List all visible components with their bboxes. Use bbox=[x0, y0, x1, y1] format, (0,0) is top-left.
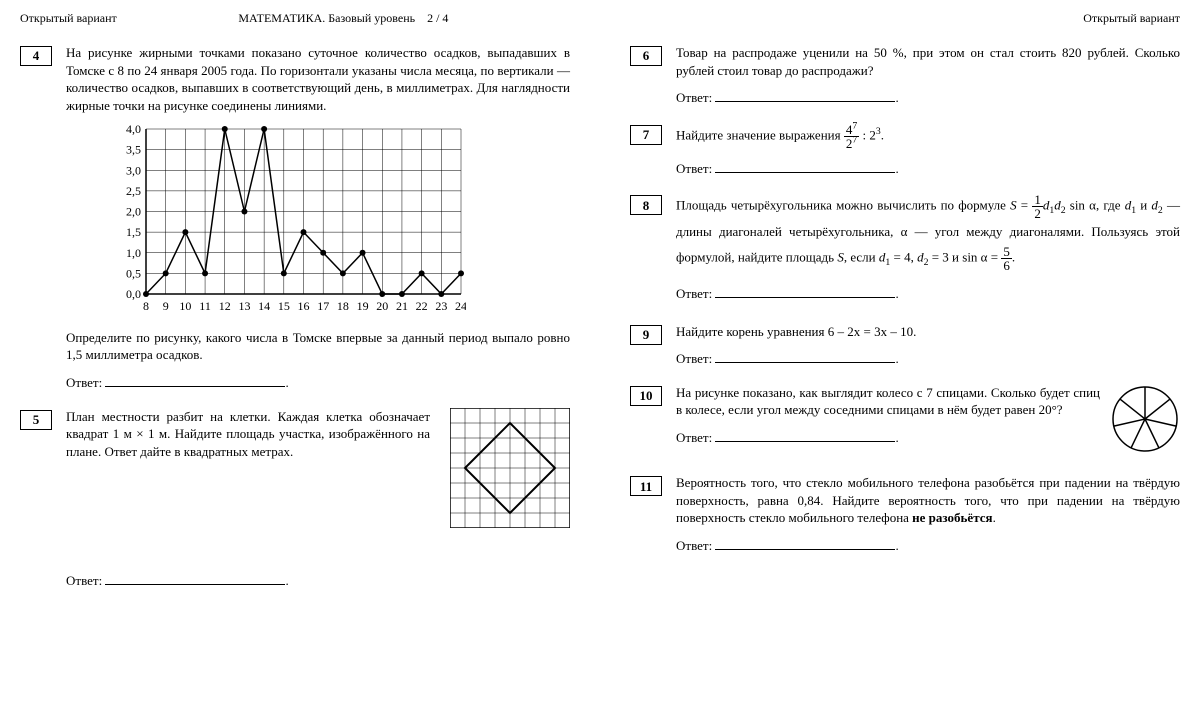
answer-line[interactable]: Ответ: . bbox=[676, 89, 1180, 107]
hdr-left: Открытый вариант bbox=[20, 10, 117, 26]
svg-text:14: 14 bbox=[258, 299, 270, 313]
task-4: 4 На рисунке жирными точками показано су… bbox=[20, 44, 570, 391]
svg-text:3,5: 3,5 bbox=[126, 143, 141, 157]
equation: 6 – 2x = 3x – 10. bbox=[828, 324, 917, 339]
svg-text:12: 12 bbox=[219, 299, 231, 313]
task-number: 8 bbox=[630, 195, 662, 215]
task-8: 8 Площадь четырёхугольника можно вычисли… bbox=[630, 193, 1180, 306]
task-text: На рисунке жирными точками показано суто… bbox=[66, 44, 570, 114]
task-number: 7 bbox=[630, 125, 662, 145]
task-number: 4 bbox=[20, 46, 52, 66]
wheel-diagram bbox=[1110, 384, 1180, 459]
svg-text:19: 19 bbox=[357, 299, 369, 313]
svg-text:11: 11 bbox=[199, 299, 211, 313]
answer-line[interactable]: Ответ: . bbox=[66, 572, 570, 590]
svg-text:23: 23 bbox=[435, 299, 447, 313]
svg-text:21: 21 bbox=[396, 299, 408, 313]
task-5: 5 План местности разбит на клетки. Кажда… bbox=[20, 408, 570, 590]
task-10: 10 На рисунке показано, как выглядит кол… bbox=[630, 384, 1180, 459]
task-text: План местности разбит на клетки. Каждая … bbox=[66, 408, 430, 461]
fraction: 47 27 bbox=[844, 123, 859, 150]
precipitation-chart: 4,0 3,5 3,0 2,5 2,0 1,5 1,0 0,5 0,089 10 11 12 13 14 1… bbox=[106, 124, 570, 319]
svg-text:2,5: 2,5 bbox=[126, 184, 141, 198]
svg-text:15: 15 bbox=[278, 299, 290, 313]
task-text: Найдите значение выражения bbox=[676, 127, 844, 142]
svg-text:0,5: 0,5 bbox=[126, 267, 141, 281]
task-number: 6 bbox=[630, 46, 662, 66]
task-number: 5 bbox=[20, 410, 52, 430]
task-number: 9 bbox=[630, 325, 662, 345]
answer-line[interactable]: Ответ: . bbox=[676, 350, 1180, 368]
task-7: 7 Найдите значение выражения 47 27 : 23.… bbox=[630, 123, 1180, 178]
hdr-page: 2 / 4 bbox=[427, 11, 448, 25]
svg-text:4,0: 4,0 bbox=[126, 124, 141, 136]
svg-text:16: 16 bbox=[298, 299, 310, 313]
svg-text:3,0: 3,0 bbox=[126, 164, 141, 178]
page-header-right: Открытый вариант bbox=[630, 10, 1180, 26]
svg-text:20: 20 bbox=[376, 299, 388, 313]
task-question: Определите по рисунку, какого числа в То… bbox=[66, 329, 570, 364]
page-header-left: Открытый вариант МАТЕМАТИКА. Базовый уро… bbox=[20, 10, 570, 26]
svg-text:17: 17 bbox=[317, 299, 329, 313]
svg-text:10: 10 bbox=[179, 299, 191, 313]
svg-text:9: 9 bbox=[163, 299, 169, 313]
svg-text:18: 18 bbox=[337, 299, 349, 313]
task-11: 11 Вероятность того, что стекло мобильно… bbox=[630, 474, 1180, 554]
task-9: 9 Найдите корень уравнения 6 – 2x = 3x –… bbox=[630, 323, 1180, 368]
task-number: 11 bbox=[630, 476, 662, 496]
svg-text:2,0: 2,0 bbox=[126, 205, 141, 219]
task-text: Товар на распродаже уценили на 50 %, при… bbox=[676, 44, 1180, 79]
answer-line[interactable]: Ответ: . bbox=[676, 282, 1180, 307]
answer-line[interactable]: Ответ: . bbox=[676, 537, 1180, 555]
hdr-center: МАТЕМАТИКА. Базовый уровень bbox=[238, 11, 415, 25]
svg-text:1,5: 1,5 bbox=[126, 226, 141, 240]
svg-text:13: 13 bbox=[238, 299, 250, 313]
task-6: 6 Товар на распродаже уценили на 50 %, п… bbox=[630, 44, 1180, 107]
svg-text:0,0: 0,0 bbox=[126, 287, 141, 301]
task-text: На рисунке показано, как выглядит колесо… bbox=[676, 384, 1100, 419]
hdr-right: Открытый вариант bbox=[1083, 10, 1180, 26]
answer-line[interactable]: Ответ: . bbox=[676, 429, 1180, 447]
svg-text:1,0: 1,0 bbox=[126, 246, 141, 260]
plot-grid bbox=[450, 408, 570, 533]
svg-text:22: 22 bbox=[416, 299, 428, 313]
answer-line[interactable]: Ответ: . bbox=[676, 160, 1180, 178]
answer-line[interactable]: Ответ: . bbox=[66, 374, 570, 392]
svg-text:8: 8 bbox=[143, 299, 149, 313]
task-number: 10 bbox=[630, 386, 662, 406]
svg-text:24: 24 bbox=[455, 299, 466, 313]
